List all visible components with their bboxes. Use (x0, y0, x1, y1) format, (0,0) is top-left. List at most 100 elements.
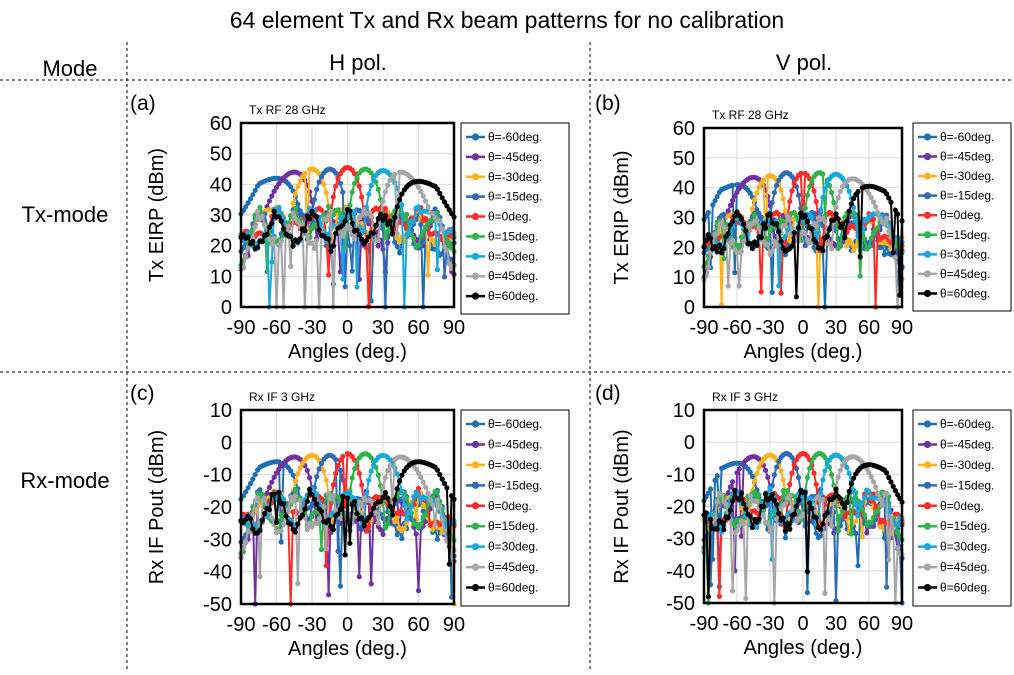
y-tick-label: 30 (210, 205, 232, 227)
data-point (446, 561, 452, 567)
data-point (264, 231, 270, 237)
header-mode: Mode (42, 56, 97, 81)
data-point (749, 245, 756, 252)
legend-label: θ=-60deg. (488, 130, 542, 144)
data-point (245, 200, 251, 206)
data-point (754, 470, 760, 477)
legend-label: θ=-45deg. (488, 150, 542, 164)
data-point (321, 468, 327, 474)
data-point (368, 581, 374, 587)
data-point (309, 226, 315, 232)
data-point (290, 472, 296, 478)
data-point (437, 218, 443, 224)
data-point (719, 519, 725, 525)
data-point (361, 227, 367, 233)
data-point (796, 192, 802, 198)
data-point (439, 476, 445, 482)
series-60 (238, 178, 457, 255)
y-axis-label: Rx IF Pout (dBm) (611, 429, 633, 583)
data-point (778, 238, 784, 244)
data-point (848, 240, 855, 246)
legend-swatch-marker (471, 420, 480, 428)
data-point (304, 527, 310, 533)
data-point (423, 198, 429, 204)
legend-item: θ=0deg. (466, 499, 532, 513)
data-point (297, 178, 303, 184)
data-point (378, 211, 384, 217)
data-point (255, 208, 261, 214)
data-point (257, 527, 263, 533)
x-tick-label: -30 (298, 317, 327, 339)
legend-label: θ=30deg. (488, 249, 538, 263)
data-point (780, 196, 786, 202)
data-point (868, 474, 874, 480)
data-point (245, 485, 251, 491)
y-tick-label: 10 (673, 267, 695, 289)
data-point (404, 495, 410, 501)
data-point (890, 525, 896, 531)
data-point (321, 181, 327, 187)
data-point (754, 217, 760, 224)
data-point (730, 182, 736, 188)
data-point (892, 488, 899, 494)
data-point (387, 503, 393, 509)
data-point (337, 215, 343, 221)
data-point (252, 224, 258, 230)
data-point (846, 188, 852, 194)
data-point (844, 499, 850, 506)
data-point (330, 482, 336, 488)
data-point (389, 512, 396, 518)
data-point (890, 483, 896, 489)
panel-label: (c) (130, 382, 155, 405)
data-point (276, 459, 282, 465)
data-point (271, 235, 277, 241)
data-point (868, 235, 874, 241)
y-tick-label: 10 (210, 400, 232, 422)
data-point (848, 481, 855, 487)
data-point (809, 459, 815, 465)
data-point (846, 208, 852, 214)
data-point (752, 197, 758, 203)
panel-label: (b) (595, 92, 621, 115)
x-tick-label: -60 (723, 613, 752, 635)
data-point (774, 464, 780, 470)
x-tick-label: -30 (756, 317, 785, 339)
data-point (864, 530, 870, 536)
x-tick-label: 90 (443, 614, 465, 636)
data-point (259, 213, 265, 219)
data-point (344, 495, 351, 501)
data-point (278, 528, 284, 534)
y-tick-label: -20 (666, 497, 695, 519)
data-point (730, 479, 736, 485)
data-point (281, 496, 287, 502)
data-point (337, 467, 343, 473)
legend-item: θ=-60deg. (918, 130, 994, 144)
data-point (408, 504, 414, 510)
data-point (309, 501, 315, 507)
data-point (326, 490, 332, 497)
data-point (807, 465, 813, 471)
data-point (288, 263, 294, 270)
data-point (890, 250, 896, 256)
data-point (382, 525, 388, 531)
data-point (760, 511, 767, 518)
data-point (769, 289, 775, 295)
data-point (382, 189, 388, 195)
data-point (857, 254, 863, 260)
data-point (866, 191, 872, 197)
data-point (719, 250, 725, 256)
panel-label: (d) (595, 382, 621, 405)
data-point (290, 243, 296, 249)
data-point (758, 235, 764, 241)
data-point (292, 493, 298, 499)
data-point (877, 245, 883, 251)
data-point (295, 521, 301, 527)
data-point (791, 511, 797, 517)
data-point (434, 497, 440, 503)
data-point (771, 189, 778, 196)
legend-label: θ=-45deg. (940, 437, 994, 451)
data-point (394, 204, 400, 210)
data-point (363, 245, 369, 251)
legend-label: θ=0deg. (488, 499, 532, 513)
data-point (848, 201, 855, 207)
